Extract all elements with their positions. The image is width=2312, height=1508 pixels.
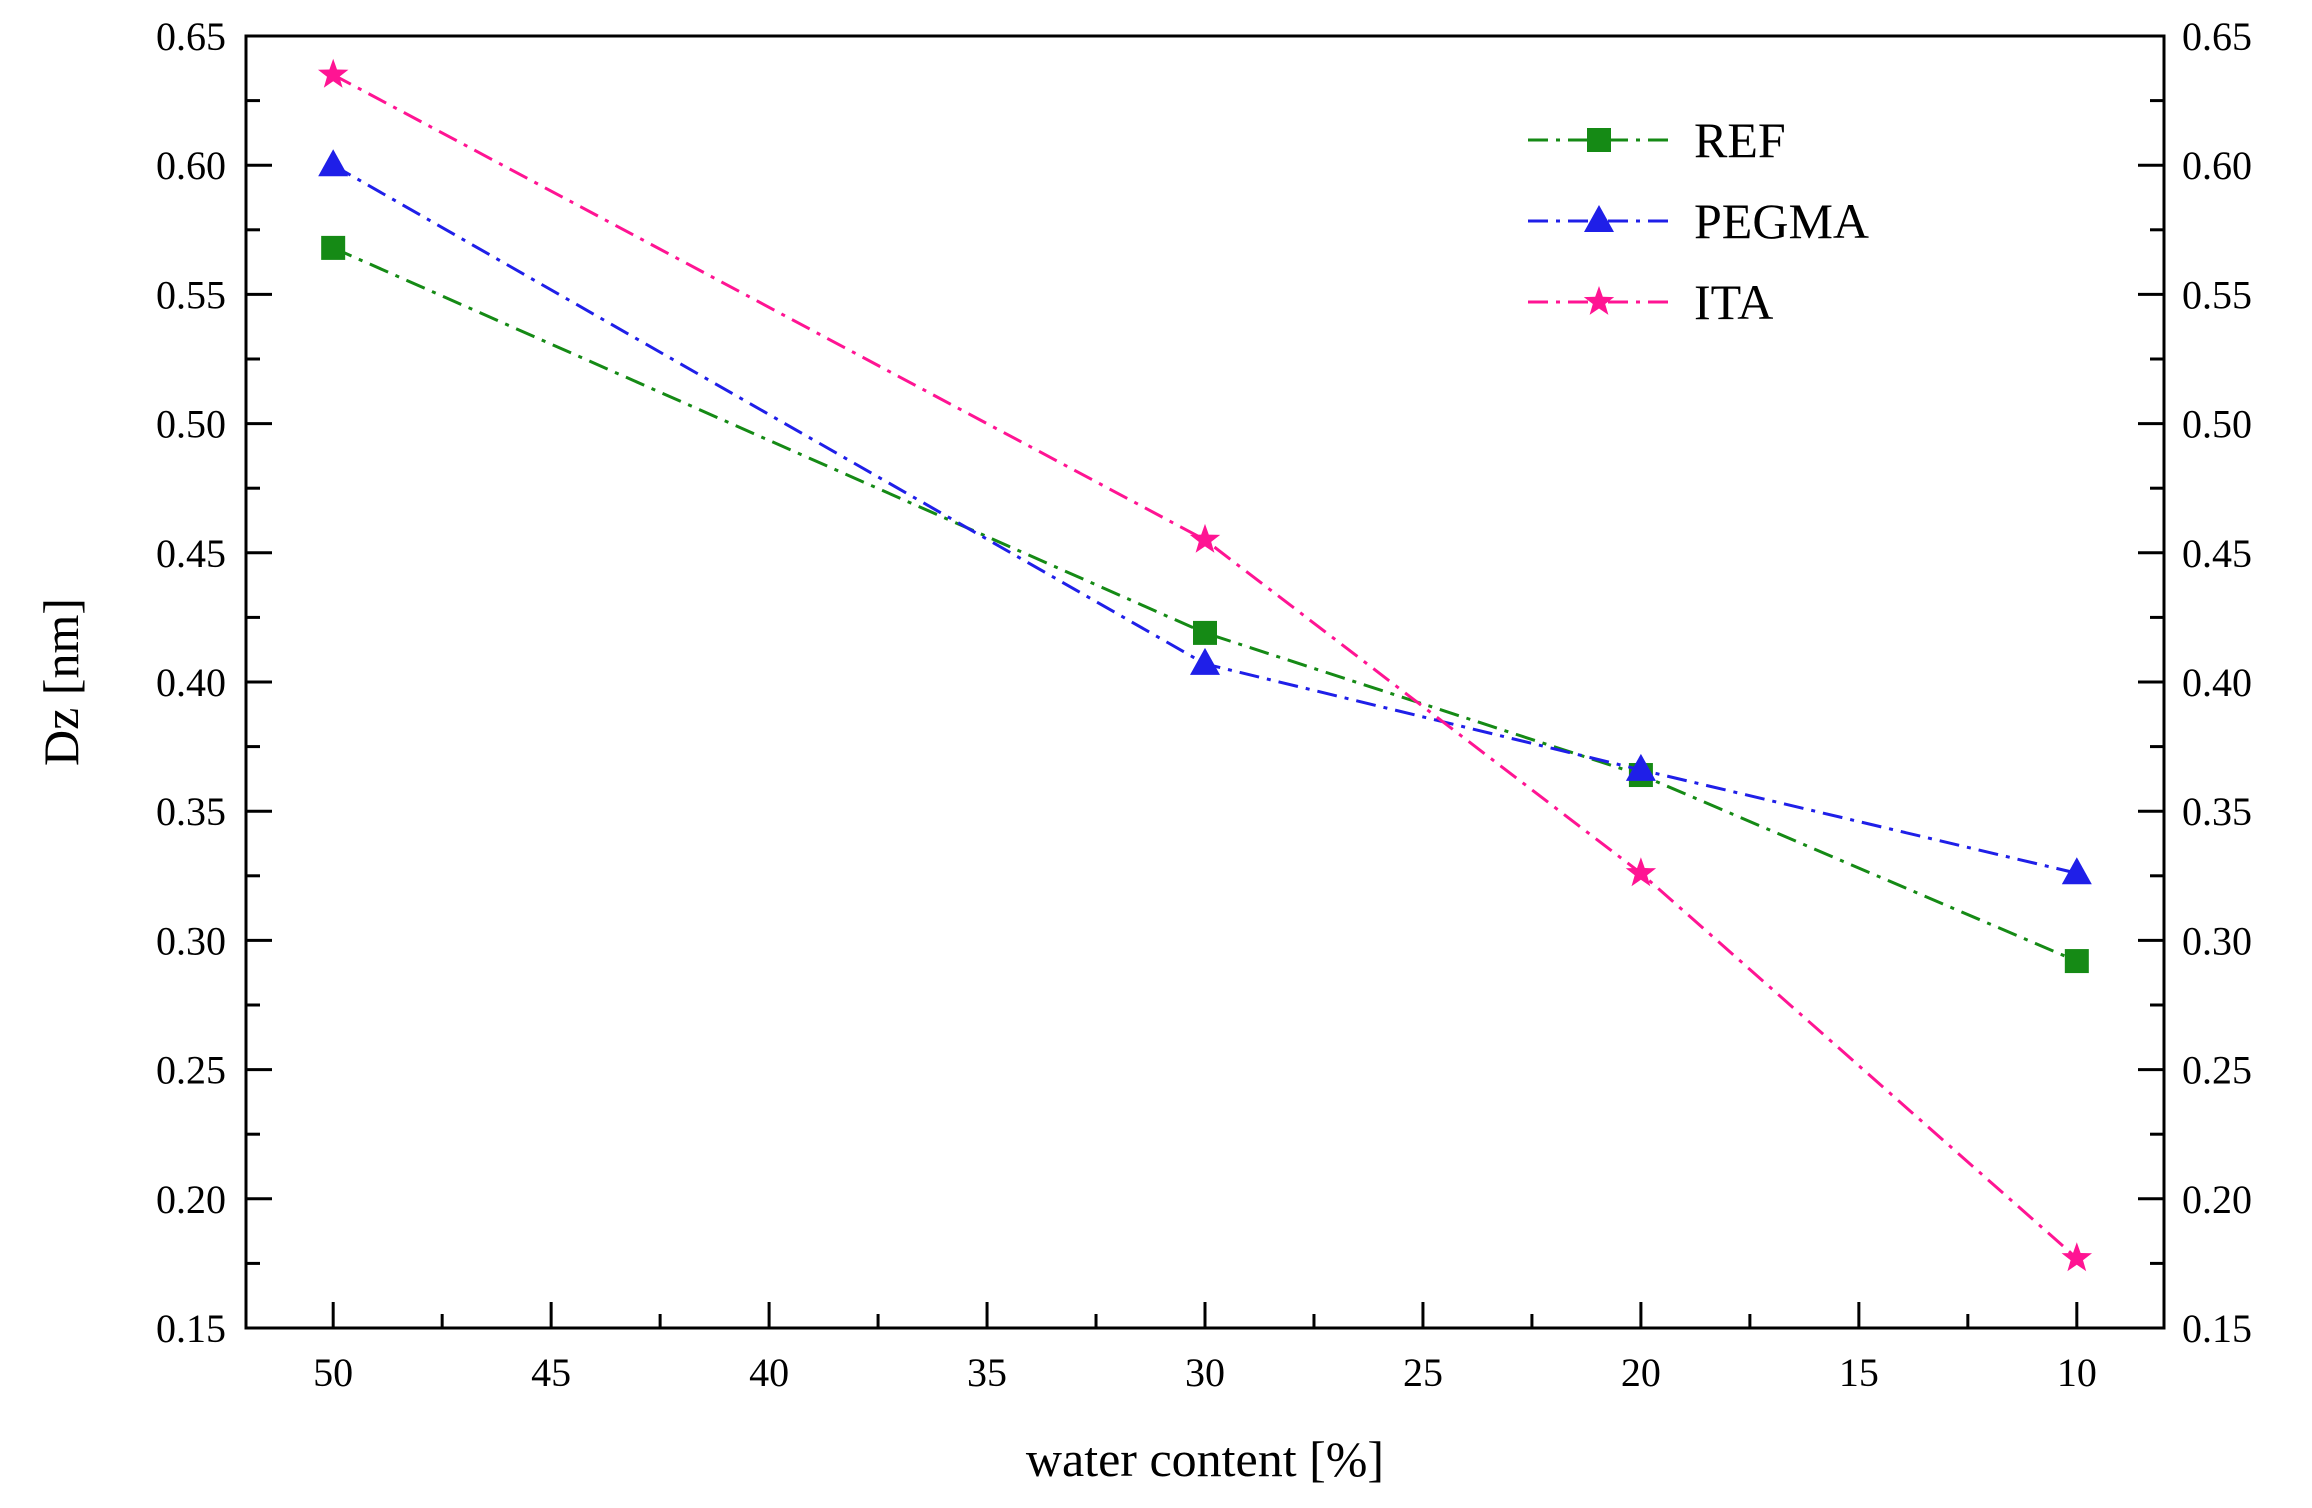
y-tick-label-left: 0.25 — [156, 1048, 226, 1093]
series-layer — [318, 58, 2092, 1272]
legend-marker-ref — [1587, 128, 1611, 152]
x-axis-title: water content [%] — [1026, 1431, 1384, 1487]
axis-tick-labels: 50 45 40 35 30 25 20 15 10 0.15 0.15 0.20 0.20 0.25 0.… — [156, 14, 2252, 1395]
plot-area-frame — [244, 34, 2166, 1330]
x-tick-label: 10 — [2057, 1350, 2097, 1395]
legend: REF PEGMA ITA — [1528, 112, 1869, 330]
y-tick-label-right: 0.50 — [2182, 402, 2252, 447]
legend-item-ref: REF — [1528, 112, 1786, 168]
data-point-pegma — [2061, 857, 2092, 885]
series-line-ita — [332, 73, 2078, 1260]
y-tick-label-right: 0.60 — [2182, 143, 2252, 188]
series-pegma — [318, 149, 2092, 885]
y-tick-label-right: 0.55 — [2182, 272, 2252, 317]
legend-label-pegma: PEGMA — [1694, 193, 1869, 249]
data-point-pegma — [1625, 753, 1656, 781]
x-tick-label: 15 — [1839, 1350, 1879, 1395]
x-tick-label: 25 — [1403, 1350, 1443, 1395]
x-tick-label: 30 — [1185, 1350, 1225, 1395]
x-tick-label: 45 — [531, 1350, 571, 1395]
series-ref — [321, 235, 2089, 974]
data-point-ita — [1189, 523, 1221, 553]
y-tick-label-right: 0.20 — [2182, 1177, 2252, 1222]
x-tick-label: 35 — [967, 1350, 1007, 1395]
y-tick-label-left: 0.30 — [156, 918, 226, 963]
legend-marker-ita — [1583, 286, 1615, 315]
y-tick-label-left: 0.60 — [156, 143, 226, 188]
y-tick-label-left: 0.15 — [156, 1306, 226, 1351]
data-point-ref — [1193, 620, 1217, 645]
data-point-ita — [2061, 1242, 2092, 1272]
data-point-pegma — [1190, 647, 1220, 675]
series-line-pegma — [332, 163, 2078, 875]
y-axis-title: Dz [nm] — [33, 598, 89, 766]
x-tick-label: 40 — [749, 1350, 789, 1395]
y-tick-label-left: 0.65 — [156, 14, 226, 59]
y-tick-label-right: 0.15 — [2182, 1306, 2252, 1351]
legend-item-ita: ITA — [1528, 274, 1773, 330]
y-tick-label-right: 0.35 — [2182, 789, 2252, 834]
y-tick-label-right: 0.65 — [2182, 14, 2252, 59]
y-tick-label-right: 0.25 — [2182, 1048, 2252, 1093]
data-point-ref — [321, 235, 346, 260]
axis-ticks — [246, 34, 2164, 1330]
y-tick-label-left: 0.40 — [156, 660, 226, 705]
data-point-pegma — [318, 149, 349, 177]
y-tick-label-left: 0.45 — [156, 531, 226, 576]
x-tick-label: 20 — [1621, 1350, 1661, 1395]
y-tick-label-right: 0.45 — [2182, 531, 2252, 576]
x-tick-label: 50 — [313, 1350, 353, 1395]
data-point-ref — [2064, 949, 2089, 974]
y-tick-label-left: 0.20 — [156, 1177, 226, 1222]
y-tick-label-left: 0.50 — [156, 402, 226, 447]
y-tick-label-right: 0.40 — [2182, 660, 2252, 705]
series-line-ref — [332, 246, 2078, 963]
y-tick-label-left: 0.35 — [156, 789, 226, 834]
data-point-ita — [318, 58, 349, 88]
series-ita — [318, 58, 2092, 1272]
legend-marker-pegma — [1584, 205, 1614, 232]
legend-label-ref: REF — [1694, 112, 1786, 168]
legend-label-ita: ITA — [1694, 274, 1773, 330]
legend-item-pegma: PEGMA — [1528, 193, 1869, 249]
data-point-ita — [1625, 857, 1657, 887]
y-tick-label-left: 0.55 — [156, 272, 226, 317]
y-tick-label-right: 0.30 — [2182, 918, 2252, 963]
